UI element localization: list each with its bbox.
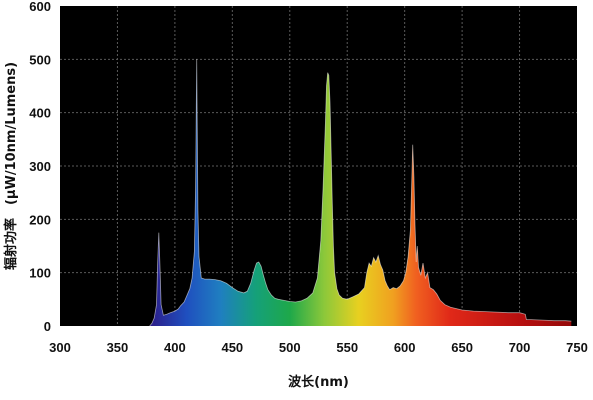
x-tick-label: 300: [49, 340, 71, 355]
y-tick-label: 300: [29, 159, 51, 174]
y-tick-label: 200: [29, 212, 51, 227]
x-tick-label: 450: [221, 340, 243, 355]
x-tick-label: 600: [394, 340, 416, 355]
x-tick-label: 500: [279, 340, 301, 355]
x-tick-label: 400: [164, 340, 186, 355]
x-tick-label: 750: [566, 340, 588, 355]
y-tick-label: 500: [29, 52, 51, 67]
y-tick-labels: 0 100 200 300 400 500 600: [29, 0, 51, 334]
y-tick-label: 600: [29, 0, 51, 14]
spectrum-area: [149, 59, 572, 327]
spectrum-outline: [149, 59, 572, 327]
y-tick-label: 0: [44, 319, 51, 334]
x-tick-label: 700: [509, 340, 531, 355]
y-axis-title: 辐射功率 (μW/10nm/Lumens): [3, 62, 19, 270]
x-tick-label: 650: [451, 340, 473, 355]
grid: [60, 6, 577, 326]
x-tick-labels: 300 350 400 450 500 550 600 650 700 750: [49, 340, 588, 355]
x-tick-label: 550: [336, 340, 358, 355]
y-tick-label: 400: [29, 106, 51, 121]
y-tick-label: 100: [29, 266, 51, 281]
x-axis-title: 波长(nm): [288, 374, 349, 390]
x-tick-label: 350: [107, 340, 129, 355]
